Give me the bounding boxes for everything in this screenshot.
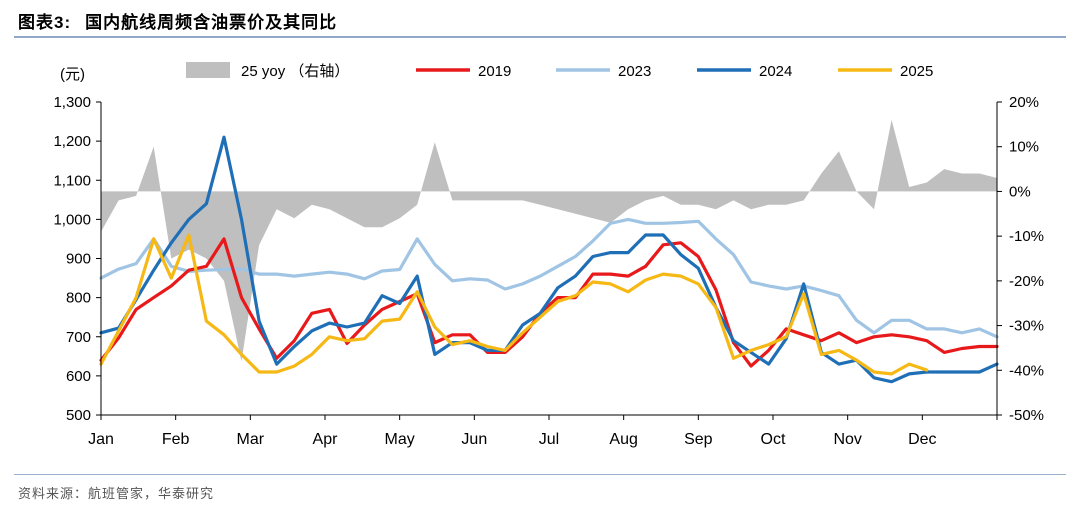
x-tick-label: Jan (88, 431, 114, 448)
legend-label-2024: 2024 (759, 63, 792, 80)
x-tick-label: Mar (237, 431, 265, 448)
figure-title-text: 国内航线周频含油票价及其同比 (85, 13, 338, 33)
x-tick-label: Jul (539, 431, 559, 448)
right-tick-label: 0% (1009, 183, 1031, 200)
x-tick-label: Oct (761, 431, 786, 448)
right-tick-label: -10% (1009, 228, 1044, 245)
legend-swatch-yoy (186, 62, 230, 78)
left-tick-label: 900 (66, 251, 91, 268)
legend-label-yoy: 25 yoy （右轴） (241, 63, 349, 80)
left-axis-unit: (元) (60, 66, 85, 83)
left-tick-label: 500 (66, 407, 91, 424)
title-divider (14, 36, 1066, 38)
source-note: 资料来源：航班管家，华泰研究 (18, 487, 215, 502)
x-tick-label: Dec (908, 431, 936, 448)
left-tick-label: 1,100 (53, 172, 91, 189)
left-tick-label: 700 (66, 329, 91, 346)
series-line-2025 (99, 233, 929, 376)
left-tick-label: 1,000 (53, 211, 91, 228)
right-tick-label: -30% (1009, 318, 1044, 335)
x-tick-label: Feb (162, 431, 190, 448)
series-line-2019 (99, 237, 999, 368)
series-line-2024 (99, 135, 999, 384)
legend-label-2019: 2019 (478, 63, 511, 80)
left-tick-label: 1,300 (53, 94, 91, 111)
left-tick-label: 1,200 (53, 133, 91, 150)
legend-label-2023: 2023 (618, 63, 651, 80)
x-tick-label: Jun (461, 431, 487, 448)
x-tick-label: Nov (833, 431, 861, 448)
x-tick-label: Apr (313, 431, 339, 448)
x-tick-label: May (385, 431, 415, 448)
x-tick-label: Sep (684, 431, 713, 448)
right-tick-label: 10% (1009, 139, 1039, 156)
x-tick-label: Aug (609, 431, 637, 448)
figure-label: 图表3: (18, 13, 72, 32)
right-tick-label: -50% (1009, 407, 1044, 424)
right-tick-label: 20% (1009, 94, 1039, 111)
source-divider (14, 474, 1066, 475)
left-tick-label: 800 (66, 290, 91, 307)
right-tick-label: -40% (1009, 362, 1044, 379)
figure-title: 图表3: 国内航线周频含油票价及其同比 (18, 8, 337, 33)
legend-label-2025: 2025 (900, 63, 933, 80)
right-tick-label: -20% (1009, 273, 1044, 290)
left-tick-label: 600 (66, 368, 91, 385)
